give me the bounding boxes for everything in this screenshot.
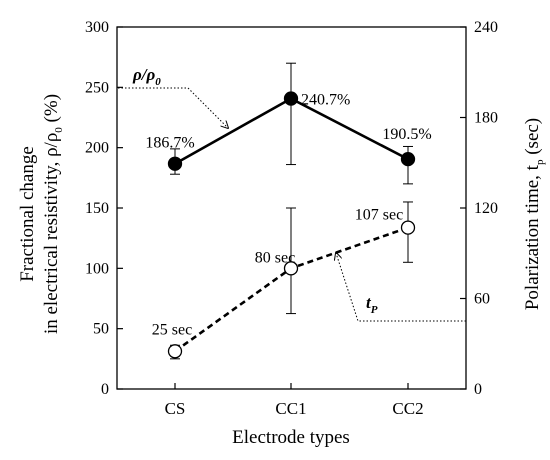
series-polarization-time: 25 sec 80 sec 107 sec (152, 201, 416, 360)
data-point (283, 261, 299, 276)
left-y-axis-title-line2: in electrical resistivity, ρ/ρ0 (%) (41, 94, 65, 334)
right-tick-label: 60 (474, 291, 490, 308)
right-tick-label: 120 (474, 200, 498, 217)
annotation-leader-resistivity (118, 87, 228, 128)
data-label: 107 sec (355, 207, 403, 224)
series-name-polarization: tP (366, 293, 378, 316)
data-label: 186.7% (145, 135, 194, 152)
left-tick-label: 50 (93, 321, 109, 338)
left-tick-label: 150 (85, 200, 109, 217)
left-y-axis-title-line1: Fractional change (17, 146, 38, 282)
right-tick-label: 0 (474, 381, 482, 398)
left-tick-label: 300 (85, 19, 109, 36)
x-axis-ticks: CS CC1 CC2 (165, 383, 424, 418)
right-tick-label: 240 (474, 19, 498, 36)
right-y-axis-title-text: Polarization time, tp (sec) (522, 118, 546, 310)
data-point (283, 91, 299, 106)
series-annotation-resistivity: ρ/ρ0 (118, 65, 228, 128)
x-axis-title: Electrode types (232, 427, 350, 448)
data-point (167, 344, 183, 359)
series-resistivity: 186.7% 240.7% 190.5% (145, 62, 432, 185)
data-point (167, 156, 183, 171)
x-tick-label: CC1 (275, 399, 306, 418)
left-tick-label: 0 (101, 381, 109, 398)
left-y-axis-title: Fractional change in electrical resistiv… (17, 94, 65, 334)
data-label: 190.5% (382, 126, 431, 143)
data-point (400, 220, 416, 235)
left-y-axis-ticks: 0 50 100 150 200 250 300 (85, 19, 123, 398)
annotation-leader-polarization (336, 253, 466, 322)
left-tick-label: 100 (85, 260, 109, 277)
data-label: 25 sec (152, 321, 192, 338)
right-y-axis-title: Polarization time, tp (sec) (522, 118, 546, 310)
series-name-resistivity: ρ/ρ0 (132, 65, 161, 88)
x-tick-label: CS (165, 399, 186, 418)
series-annotation-polarization: tP (336, 253, 466, 322)
data-point (400, 151, 416, 167)
right-y-axis-ticks: 0 60 120 180 240 (460, 19, 498, 398)
left-tick-label: 250 (85, 79, 109, 96)
data-label: 80 sec (255, 249, 295, 266)
x-tick-label: CC2 (392, 399, 423, 418)
right-tick-label: 180 (474, 110, 498, 127)
left-tick-label: 200 (85, 140, 109, 157)
data-label: 240.7% (301, 92, 350, 109)
